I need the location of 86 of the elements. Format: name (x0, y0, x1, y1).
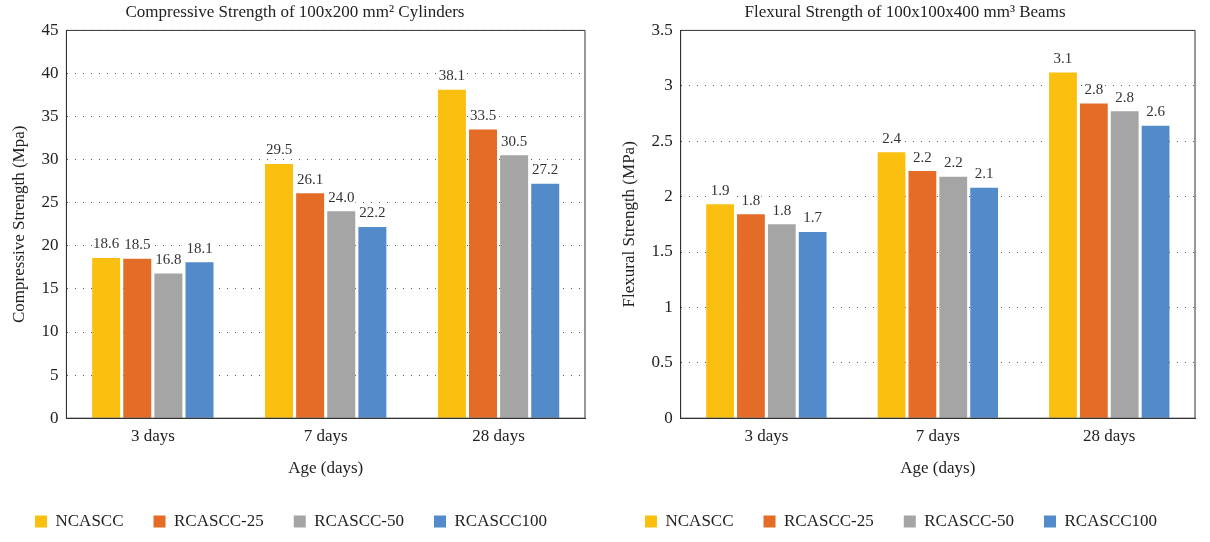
data-label: 38.1 (438, 67, 466, 84)
x-tick-label: 7 days (303, 425, 348, 445)
x-tick-label: 3 days (744, 425, 789, 445)
data-label: 1.7 (803, 209, 823, 226)
bar (737, 214, 765, 418)
bar (531, 183, 560, 418)
data-label: 16.8 (155, 250, 182, 267)
data-label: 1.9 (710, 181, 730, 198)
x-tick-label: 3 days (130, 425, 175, 445)
data-label: 18.6 (93, 235, 120, 252)
y-tick-label: 45 (41, 19, 59, 39)
y-tick-label: 15 (41, 278, 59, 298)
data-label: 2.4 (882, 129, 902, 146)
data-label: 22.2 (359, 204, 386, 221)
data-label: 30.5 (501, 132, 528, 149)
x-axis-title: Age (days) (900, 458, 976, 478)
data-label: 18.1 (186, 239, 213, 256)
data-label: 2.1 (974, 165, 994, 182)
chart-title: Compressive Strength of 100x200 mm² Cylinders (125, 1, 465, 21)
y-tick-label: 1 (664, 296, 673, 316)
data-label: 18.5 (124, 236, 151, 253)
data-label: 24.0 (328, 188, 355, 205)
legend-label: RCASCC100 (454, 510, 548, 530)
y-tick-label: 3.5 (651, 19, 673, 39)
bar (1049, 72, 1077, 418)
bar (1141, 125, 1170, 418)
y-axis-title: Compressive Strength (Mpa) (8, 125, 28, 323)
bar (767, 224, 796, 418)
legend-label: RCASCC-50 (924, 510, 1015, 530)
bar (358, 226, 387, 418)
data-label: 2.8 (1115, 88, 1135, 105)
chart-title: Flexural Strength of 100x100x400 mm³ Beams (744, 1, 1066, 21)
y-tick-label: 2 (664, 186, 673, 206)
bar (123, 258, 152, 418)
data-label: 2.8 (1084, 80, 1104, 97)
bar (296, 193, 325, 418)
bar (500, 155, 529, 418)
y-tick-label: 10 (41, 321, 59, 341)
bar (469, 129, 498, 418)
legend-label: RCASCC-50 (314, 510, 405, 530)
y-tick-label: 20 (41, 235, 59, 255)
data-label: 26.1 (297, 170, 324, 187)
bar (437, 89, 466, 418)
y-tick-label: 2.5 (651, 130, 673, 150)
data-label: 1.8 (741, 191, 761, 208)
data-label: 2.6 (1146, 103, 1166, 120)
bar (798, 232, 827, 418)
y-tick-label: 0 (664, 407, 673, 427)
x-tick-label: 28 days (472, 425, 525, 445)
bar (970, 187, 998, 418)
x-axis-title: Age (days) (288, 458, 364, 478)
legend-label: NCASCC (55, 510, 124, 530)
y-tick-label: 25 (41, 192, 59, 212)
bar (939, 176, 968, 418)
y-tick-label: 3 (664, 75, 673, 95)
legend-label: RCASCC-25 (784, 510, 874, 530)
legend-label: RCASCC-25 (174, 510, 264, 530)
data-label: 29.5 (265, 141, 293, 158)
data-label: 33.5 (469, 106, 497, 123)
bar (185, 262, 214, 418)
legend-label: RCASCC100 (1064, 510, 1158, 530)
y-tick-label: 0 (49, 407, 59, 427)
bar (706, 204, 734, 418)
y-tick-label: 30 (41, 149, 59, 169)
y-tick-label: 40 (41, 62, 59, 82)
y-tick-label: 1.5 (651, 241, 673, 261)
data-label: 1.8 (772, 201, 792, 218)
bar (1110, 111, 1139, 418)
bar (1079, 103, 1108, 418)
y-axis-title: Flexural Strength (MPa) (618, 141, 638, 308)
bar (92, 257, 121, 418)
data-label: 27.2 (532, 161, 559, 178)
x-tick-label: 28 days (1083, 425, 1136, 445)
data-label: 2.2 (913, 148, 932, 165)
y-tick-label: 5 (49, 364, 59, 384)
legend-label: NCASCC (665, 510, 734, 530)
x-tick-label: 7 days (915, 425, 960, 445)
bar (877, 152, 906, 418)
bar (154, 273, 183, 418)
data-label: 3.1 (1053, 49, 1073, 66)
bar (908, 171, 937, 418)
y-tick-label: 35 (41, 106, 59, 126)
data-label: 2.2 (943, 154, 963, 171)
bar (265, 163, 294, 418)
bar (327, 211, 356, 418)
y-tick-label: 0.5 (651, 352, 673, 372)
